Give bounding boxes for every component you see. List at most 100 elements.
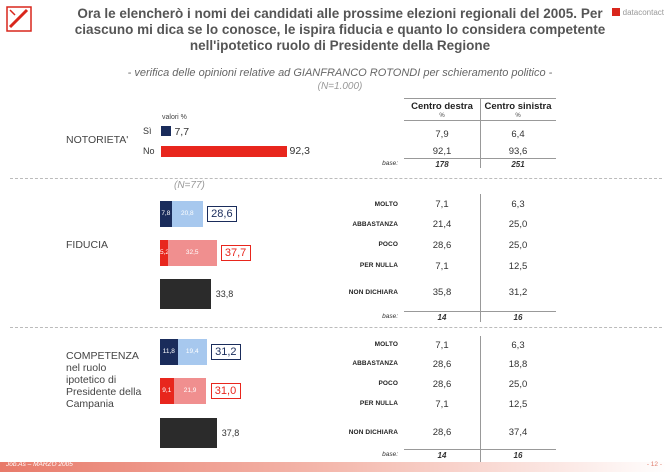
fiducia-label: FIDUCIA xyxy=(66,239,108,251)
subtitle-text: - verifica delle opinioni relative ad GI… xyxy=(127,67,553,79)
fiducia-nd-value: 33,8 xyxy=(215,289,234,299)
competenza-fiducia-pos-bar-label-2: 19,4 xyxy=(185,348,199,355)
competenza-label-line-4: Presidente della xyxy=(66,386,142,398)
notorieta-bar-no xyxy=(161,146,287,157)
fiducia-fiducia-pos-bar-1 xyxy=(160,201,172,227)
fiducia-poco-cd: 28,6 xyxy=(432,240,452,251)
fiducia-base-line xyxy=(404,311,556,312)
fiducia-row-molto: MOLTO xyxy=(374,201,398,208)
fiducia-row-pernulla: PER NULLA xyxy=(359,262,398,269)
competenza-base-label: base: xyxy=(382,451,398,458)
brand-logo: datacontact xyxy=(612,8,664,17)
competenza-fiducia-neg-bar-2 xyxy=(173,378,207,404)
title-line-1: Ora le elencherò i nomi dei candidati al… xyxy=(77,6,603,21)
competenza-nondichiara-cs: 37,4 xyxy=(508,427,528,438)
competenza-fiducia-pos-bar-2 xyxy=(177,339,207,365)
brand-mark-icon xyxy=(612,8,621,16)
competenza-pernulla-cs: 12,5 xyxy=(508,399,528,410)
table-col-divider-2 xyxy=(480,194,481,322)
fiducia-base-label: base: xyxy=(382,313,398,320)
footer-left-text: Job.As – MARZO 2005 xyxy=(6,461,73,468)
fiducia-abbastanza-cs: 25,0 xyxy=(508,219,528,230)
competenza-pernulla-cd: 7,1 xyxy=(435,399,449,410)
fiducia-base-cs: 16 xyxy=(513,313,523,322)
competenza-row-molto: MOLTO xyxy=(374,341,398,348)
competenza-fiducia-pos-bar-label-1: 11,8 xyxy=(162,348,175,355)
fiducia-fiducia-neg-bar-2 xyxy=(167,240,217,266)
fiducia-base-cd: 14 xyxy=(437,313,447,322)
competenza-abbastanza-cs: 18,8 xyxy=(508,359,528,370)
notorieta-base-line xyxy=(404,158,556,159)
competenza-molto-cs: 6,3 xyxy=(511,340,525,351)
subtitle: - verifica delle opinioni relative ad GI… xyxy=(40,67,640,93)
col-head-centro-sinistra: Centro sinistra xyxy=(484,101,552,112)
fiducia-molto-cd: 7,1 xyxy=(435,199,449,210)
competenza-label-line-5: Campania xyxy=(66,398,114,410)
page-number: - 12 - xyxy=(646,461,662,468)
fiducia-molto-cs: 6,3 xyxy=(511,199,525,210)
competenza-label-line-3: ipotetico di xyxy=(66,374,117,386)
competenza-fiducia-neg-total: 31,0 xyxy=(210,383,241,399)
fiducia-fiducia-neg-bar-label-2: 32,5 xyxy=(185,249,199,256)
notorieta-si-label: Sì xyxy=(143,126,152,136)
pct-sign-cs: % xyxy=(515,113,521,119)
competenza-fiducia-neg-bar-1 xyxy=(160,378,174,404)
fiducia-sample: (N=77) xyxy=(174,180,205,191)
fiducia-fiducia-pos-bar-label-2: 20,8 xyxy=(180,210,194,217)
fiducia-fiducia-pos-bar-2 xyxy=(171,201,203,227)
fiducia-fiducia-pos-bar-label-1: 7,8 xyxy=(161,210,171,217)
fiducia-row-nondichiara: NON DICHIARA xyxy=(348,289,398,296)
fiducia-row-abbastanza: ABBASTANZA xyxy=(352,221,398,228)
competenza-base-cs: 16 xyxy=(513,451,523,460)
col-head-centro-destra: Centro destra xyxy=(411,101,473,112)
competenza-fiducia-pos-total: 31,2 xyxy=(210,344,241,360)
footer-bar xyxy=(0,462,672,472)
competenza-label-line-1: COMPETENZA xyxy=(66,350,139,362)
competenza-molto-cd: 7,1 xyxy=(435,340,449,351)
competenza-nd-bar xyxy=(160,418,217,448)
notorieta-base-label: base: xyxy=(382,160,398,167)
competenza-nondichiara-cd: 28,6 xyxy=(432,427,452,438)
fiducia-pernulla-cs: 12,5 xyxy=(508,261,528,272)
notorieta-si-cd: 7,9 xyxy=(435,129,449,140)
fiducia-poco-cs: 25,0 xyxy=(508,240,528,251)
fiducia-row-poco: POCO xyxy=(378,241,398,248)
competenza-poco-cd: 28,6 xyxy=(432,379,452,390)
table-col-divider-3 xyxy=(480,336,481,462)
notorieta-base-cd: 178 xyxy=(435,160,449,169)
title-line-3: nell'ipotetico ruolo di Presidente della… xyxy=(189,38,491,53)
title-line-2: ciascuno mi dica se lo conosce, le ispir… xyxy=(74,22,606,37)
values-label: valori % xyxy=(162,114,187,121)
competenza-fiducia-pos-bar-1 xyxy=(160,339,178,365)
competenza-fiducia-neg-bar-label-2: 21,9 xyxy=(183,387,197,394)
notorieta-si-cs: 6,4 xyxy=(511,129,525,140)
notorieta-value-si: 7,7 xyxy=(174,126,190,138)
competenza-row-nondichiara: NON DICHIARA xyxy=(348,429,398,436)
page-title: Ora le elencherò i nomi dei candidati al… xyxy=(40,6,640,54)
competenza-base-cd: 14 xyxy=(437,451,447,460)
competenza-row-pernulla: PER NULLA xyxy=(359,400,398,407)
competenza-row-abbastanza: ABBASTANZA xyxy=(352,360,398,367)
notorieta-no-cd: 92,1 xyxy=(432,146,452,157)
competenza-base-line xyxy=(404,449,556,450)
notorieta-value-no: 92,3 xyxy=(289,145,310,157)
fiducia-fiducia-neg-bar-1 xyxy=(160,240,168,266)
competenza-label-line-2: nel ruolo xyxy=(66,362,107,374)
notorieta-no-label: No xyxy=(143,146,155,156)
fiducia-nd-bar xyxy=(160,279,211,309)
fiducia-nondichiara-cs: 31,2 xyxy=(508,287,528,298)
notorieta-no-cs: 93,6 xyxy=(508,146,528,157)
brand-name: datacontact xyxy=(622,8,664,17)
fiducia-fiducia-pos-total: 28,6 xyxy=(206,206,237,222)
competenza-abbastanza-cd: 28,6 xyxy=(432,359,452,370)
region-logo-icon xyxy=(6,6,32,32)
section-divider-1 xyxy=(10,178,662,179)
notorieta-label: NOTORIETA' xyxy=(66,134,129,146)
fiducia-abbastanza-cd: 21,4 xyxy=(432,219,452,230)
competenza-fiducia-neg-bar-label-1: 9,1 xyxy=(162,387,172,394)
competenza-nd-value: 37,8 xyxy=(221,428,240,438)
pct-sign-cd: % xyxy=(439,113,445,119)
notorieta-bar-si xyxy=(161,126,172,136)
competenza-row-poco: POCO xyxy=(378,380,398,387)
table-col-divider-1 xyxy=(480,98,481,168)
